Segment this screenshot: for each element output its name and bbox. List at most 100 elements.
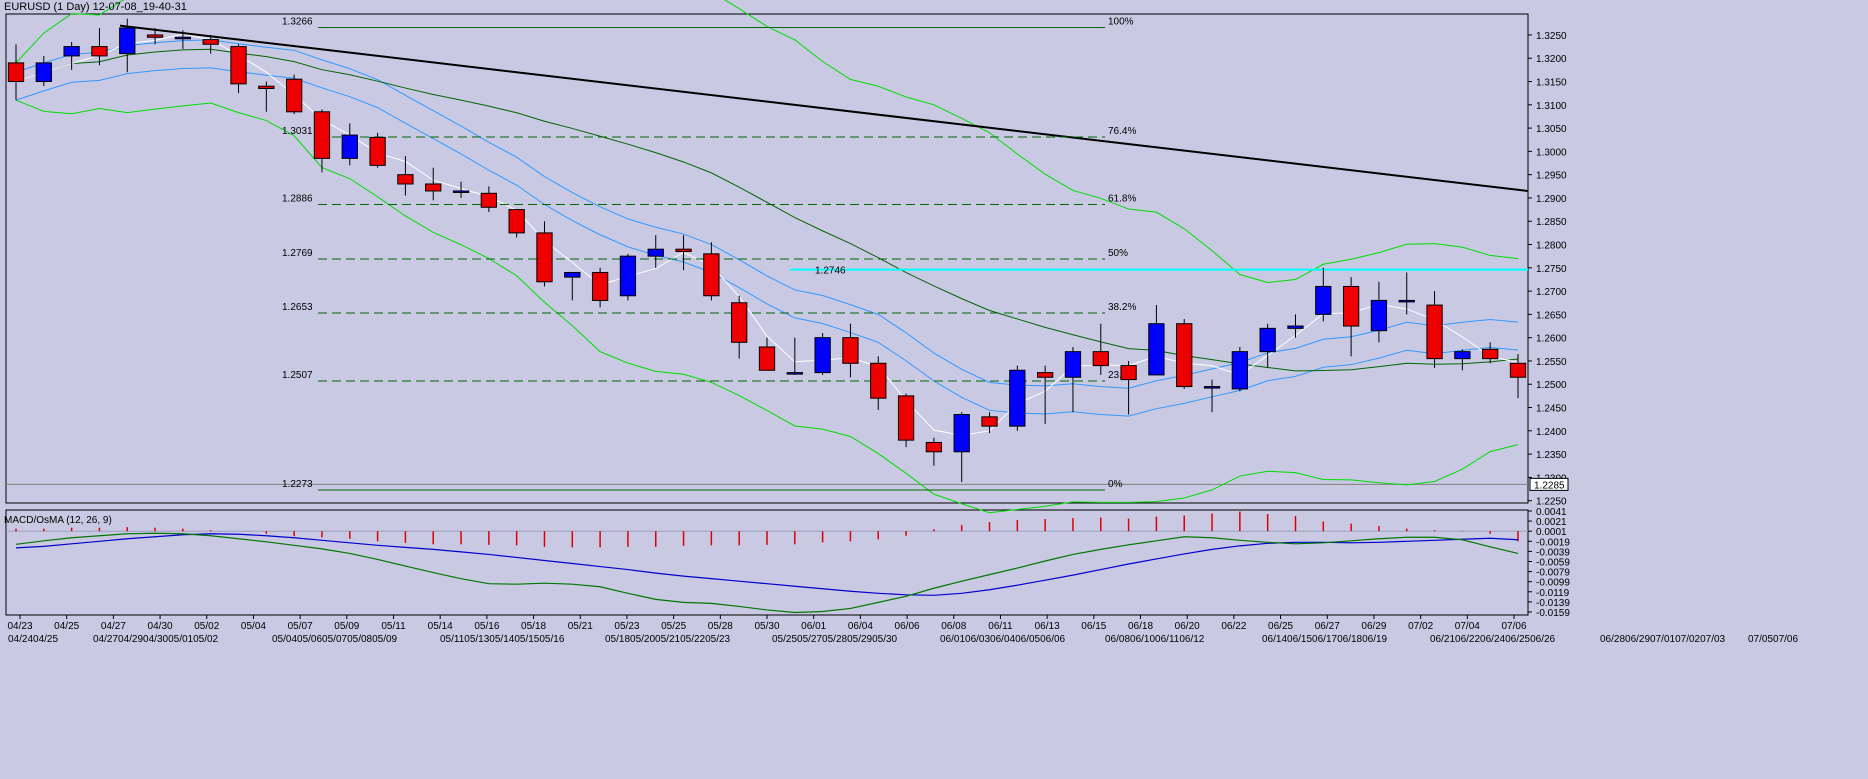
- price-axis-label: 1.3050: [1536, 124, 1567, 135]
- candle-bull: [1259, 327, 1276, 353]
- price-axis-label: 1.2750: [1536, 264, 1567, 275]
- candle-bull: [1315, 285, 1332, 315]
- date-axis-label: 05/14: [428, 621, 453, 632]
- candle-bear: [91, 46, 108, 57]
- candle-bull: [1454, 351, 1471, 360]
- macd-axis-label: -0.0139: [1536, 598, 1570, 609]
- candle-bear: [758, 346, 776, 371]
- candle-bull: [1370, 299, 1388, 332]
- candle-bull: [1009, 369, 1026, 427]
- macd-axis-label: 0.0041: [1536, 507, 1567, 518]
- candle-bull: [1203, 386, 1221, 389]
- date-axis-label: 05/02: [194, 621, 219, 632]
- price-axis-label: 1.3250: [1536, 31, 1567, 42]
- price-axis-label: 1.2450: [1536, 404, 1567, 415]
- candle-bull: [564, 271, 581, 278]
- date-axis-label: 05/21: [568, 621, 593, 632]
- macd-axis-label: 0.0021: [1536, 517, 1567, 528]
- candle-bear: [202, 39, 219, 45]
- fib-percent-label: 0%: [1108, 479, 1123, 490]
- date-axis-label: 04/23: [7, 621, 32, 632]
- candle-bull: [786, 372, 803, 375]
- candle-bear: [981, 416, 998, 427]
- date-axis-label: 07/06: [1501, 621, 1526, 632]
- window-title: EURUSD (1 Day) 12-07-08_19-40-31: [4, 1, 187, 13]
- date-axis-label: 07/02: [1408, 621, 1433, 632]
- bollinger-upper-line: [15, 0, 1519, 284]
- price-axis-label: 1.2600: [1536, 334, 1567, 345]
- date-axis-label: 06/06: [895, 621, 920, 632]
- date-axis-label-secondary: 05/0405/0605/0705/0805/09: [272, 634, 398, 645]
- candle-bear: [508, 209, 525, 234]
- date-axis-label-secondary: 06/0106/0306/0406/0506/06: [940, 634, 1066, 645]
- fib-price-label: 1.2507: [282, 370, 313, 381]
- candle-bear: [703, 253, 720, 297]
- price-axis-label: 1.3000: [1536, 147, 1567, 158]
- macd-axis-label: -0.0119: [1536, 588, 1570, 599]
- candle-bear: [870, 362, 887, 399]
- candle-bear: [897, 395, 915, 441]
- date-axis-label: 05/04: [241, 621, 266, 632]
- macd-axis-label: 0.0001: [1536, 527, 1567, 538]
- candle-bear: [1120, 365, 1137, 381]
- date-axis-label: 05/28: [708, 621, 733, 632]
- fib-price-label: 1.3266: [282, 17, 313, 28]
- date-axis-label: 04/27: [101, 621, 126, 632]
- price-axis-label: 1.2800: [1536, 241, 1567, 252]
- candle-bear: [425, 183, 442, 192]
- date-axis-label: 05/25: [661, 621, 686, 632]
- candle-bear: [1426, 304, 1443, 360]
- candle-bear: [1342, 285, 1360, 327]
- date-axis-label-secondary: 04/2404/25: [8, 634, 58, 645]
- candle-bear: [731, 302, 748, 343]
- price-axis-label: 1.3150: [1536, 78, 1567, 89]
- price-axis-label: 1.2950: [1536, 171, 1567, 182]
- date-axis-label: 04/25: [54, 621, 79, 632]
- date-axis-label-secondary: 05/2505/2705/2805/2905/30: [772, 634, 898, 645]
- indicator-panel-frame: [5, 509, 1529, 616]
- macd-axis-label: -0.0019: [1536, 537, 1570, 548]
- candle-bear: [258, 85, 275, 90]
- date-axis-label: 05/23: [614, 621, 639, 632]
- price-axis-label: 1.2850: [1536, 217, 1567, 228]
- price-axis-label: 1.2350: [1536, 450, 1567, 461]
- macd-axis-label: -0.0159: [1536, 608, 1570, 619]
- fib-price-label: 1.3031: [282, 126, 313, 137]
- candle-bull: [1064, 351, 1082, 378]
- candle-bear: [842, 337, 859, 364]
- date-axis-label-secondary: 06/1406/1506/1706/1806/19: [1262, 634, 1388, 645]
- candle-bear: [285, 78, 303, 113]
- fib-percent-label: 50%: [1108, 248, 1128, 259]
- candle-bull: [1148, 323, 1165, 376]
- macd-axis-label: -0.0039: [1536, 547, 1570, 558]
- date-axis-label: 06/18: [1128, 621, 1153, 632]
- price-axis-label: 1.3100: [1536, 101, 1567, 112]
- date-axis-label: 06/29: [1361, 621, 1386, 632]
- candle-bear: [1176, 323, 1193, 388]
- date-axis-label: 05/18: [521, 621, 546, 632]
- date-axis-label: 05/30: [754, 621, 779, 632]
- candle-bear: [675, 248, 692, 253]
- horizontal-level-label: 1.2746: [815, 266, 846, 277]
- date-axis-label-secondary: 05/1105/1305/1405/1505/16: [440, 634, 565, 645]
- date-axis-label: 06/04: [848, 621, 873, 632]
- date-axis-label-secondary: 04/2704/2904/3005/0105/02: [93, 634, 219, 645]
- fib-percent-label: 61.8%: [1108, 193, 1136, 204]
- price-axis-label: 1.3200: [1536, 54, 1567, 65]
- current-price-label: 1.2285: [1534, 480, 1565, 491]
- candle-bull: [814, 337, 831, 374]
- date-axis-label: 05/09: [334, 621, 359, 632]
- macd-axis-label: -0.0079: [1536, 568, 1570, 579]
- candle-bull: [619, 255, 637, 297]
- fib-price-label: 1.2653: [282, 302, 313, 313]
- date-axis-label: 06/08: [941, 621, 966, 632]
- date-axis-label: 06/20: [1175, 621, 1200, 632]
- candle-bull: [1231, 351, 1249, 390]
- date-axis-label: 06/13: [1035, 621, 1060, 632]
- candle-bull: [1398, 299, 1415, 303]
- bollinger-lower-line: [15, 99, 1519, 514]
- price-axis-label: 1.2700: [1536, 287, 1567, 298]
- date-axis-label: 06/01: [801, 621, 826, 632]
- candle-bull: [35, 62, 52, 83]
